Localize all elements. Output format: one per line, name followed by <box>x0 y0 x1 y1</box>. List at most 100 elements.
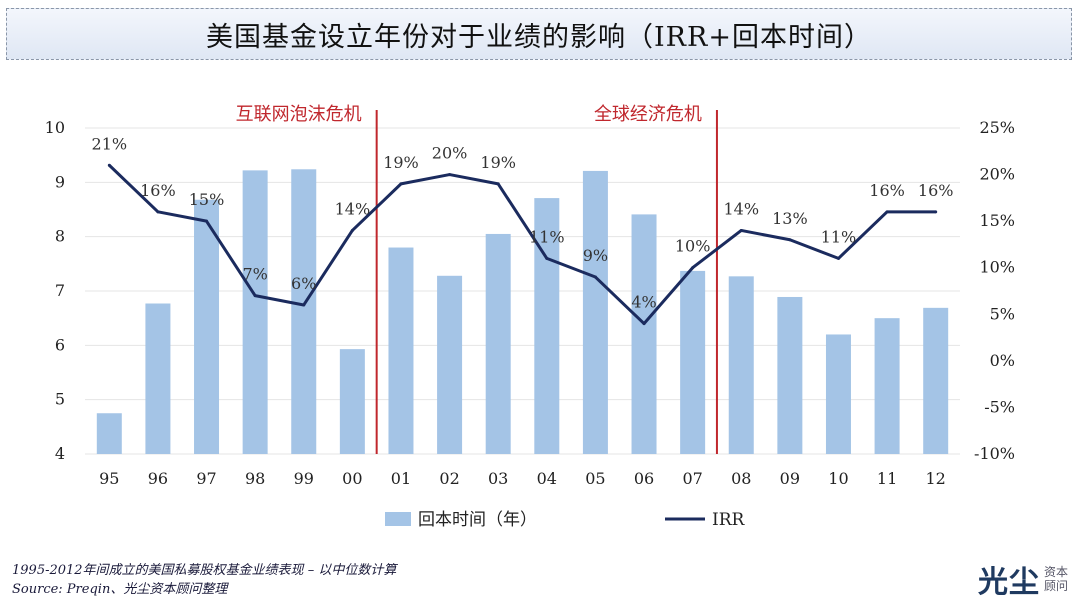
irr-data-label: 7% <box>242 265 267 284</box>
x-axis-tick: 00 <box>342 469 362 488</box>
combo-chart: 互联网泡沫危机 全球经济危机 21% 16% 15% 7% 6% 14% 19% 20% 19% 1… <box>45 104 1015 530</box>
line-layer <box>107 163 938 326</box>
irr-data-label: 16% <box>140 181 176 200</box>
x-axis-tick: 96 <box>148 469 168 488</box>
irr-point <box>642 322 646 326</box>
irr-point <box>448 173 452 177</box>
x-axis-tick: 06 <box>634 469 654 488</box>
legend-bar-swatch <box>385 512 411 526</box>
bar <box>631 214 657 454</box>
x-axis-tick: 07 <box>682 469 702 488</box>
left-axis-tick: 9 <box>55 172 65 191</box>
bar <box>437 275 463 454</box>
bar <box>485 233 511 454</box>
irr-data-label: 9% <box>583 246 608 265</box>
irr-data-label: 14% <box>723 199 759 218</box>
irr-data-label: 15% <box>189 190 225 209</box>
x-axis-tick: 95 <box>99 469 119 488</box>
legend-line-label: IRR <box>712 510 746 530</box>
left-axis-tick: 4 <box>55 444 65 463</box>
x-axis-tick: 98 <box>245 469 265 488</box>
irr-data-label: 16% <box>869 181 905 200</box>
bar <box>728 276 754 454</box>
irr-point <box>107 163 111 167</box>
bar <box>777 296 803 454</box>
irr-data-label: 6% <box>291 274 316 293</box>
right-axis-tick: -10% <box>974 444 1015 463</box>
x-axis-tick: 10 <box>828 469 848 488</box>
irr-point <box>691 266 695 270</box>
irr-point <box>496 182 500 186</box>
bar <box>534 198 560 454</box>
legend-bar-label: 回本时间（年） <box>418 510 537 530</box>
irr-point <box>885 210 889 214</box>
brand-logo: 光尘 资本 顾问 <box>978 557 1068 601</box>
grid-layer <box>85 127 960 455</box>
logo-sub-line2: 顾问 <box>1043 579 1068 593</box>
irr-data-label: 19% <box>480 153 516 172</box>
irr-data-label: 11% <box>529 227 565 246</box>
left-axis-tick: 5 <box>55 390 65 409</box>
right-axis-tick: 20% <box>979 165 1015 184</box>
bar <box>291 169 317 454</box>
bar <box>96 413 122 454</box>
x-axis-tick: 99 <box>294 469 314 488</box>
x-axis-tick: 11 <box>877 469 897 488</box>
title-banner: 美国基金设立年份对于业绩的影响（IRR+回本时间） <box>6 8 1072 60</box>
footer-note: 1995-2012年间成立的美国私募股权基金业绩表现 – 以中位数计算 <box>12 563 397 578</box>
irr-data-label: 19% <box>383 153 419 172</box>
logo-sub-text: 资本 顾问 <box>1044 565 1068 593</box>
irr-point <box>739 228 743 232</box>
bar <box>923 307 949 454</box>
irr-point <box>593 275 597 279</box>
logo-main-text: 光尘 <box>977 565 1040 600</box>
irr-point <box>836 256 840 260</box>
irr-line <box>108 164 936 326</box>
bar <box>874 318 900 454</box>
legend-layer: 回本时间（年） IRR <box>385 510 746 530</box>
labels-layer: 21% 16% 15% 7% 6% 14% 19% 20% 19% 11% 9% 4% 10% 14% 13… <box>92 134 954 311</box>
dividers-layer: 互联网泡沫危机 全球经济危机 <box>236 104 718 454</box>
irr-point <box>156 210 160 214</box>
x-axis-tick: 05 <box>585 469 605 488</box>
crisis-annotation: 互联网泡沫危机 <box>236 104 362 125</box>
irr-data-label: 20% <box>432 144 468 163</box>
bar <box>582 170 608 454</box>
x-axis-tick: 12 <box>926 469 946 488</box>
irr-point <box>545 256 549 260</box>
irr-point <box>253 294 257 298</box>
x-axis-tick: 97 <box>196 469 216 488</box>
irr-point <box>399 182 403 186</box>
irr-data-label: 14% <box>335 199 371 218</box>
x-axis-tick: 08 <box>731 469 751 488</box>
irr-point <box>934 210 938 214</box>
right-axis-tick: 25% <box>979 118 1015 137</box>
irr-data-label: 4% <box>631 293 656 312</box>
page-title: 美国基金设立年份对于业绩的影响（IRR+回本时间） <box>206 21 872 53</box>
x-axis-tick: 01 <box>391 469 411 488</box>
right-axis-tick: -5% <box>984 397 1015 416</box>
irr-data-label: 13% <box>772 209 808 228</box>
x-axis-tick: 03 <box>488 469 508 488</box>
irr-point <box>788 238 792 242</box>
irr-data-label: 11% <box>821 227 857 246</box>
irr-data-label: 10% <box>675 237 711 256</box>
x-axis-tick: 04 <box>537 469 557 488</box>
right-axis-tick: 10% <box>979 258 1015 277</box>
footer-source: Source: Preqin、光尘资本顾问整理 <box>12 582 228 597</box>
logo-sub-line1: 资本 <box>1043 565 1068 579</box>
bar <box>339 349 365 454</box>
irr-point <box>302 303 306 307</box>
bars-layer <box>96 169 949 454</box>
crisis-annotation: 全球经济危机 <box>594 104 702 125</box>
left-axis-tick: 10 <box>45 118 65 137</box>
right-axis-tick: 0% <box>990 351 1015 370</box>
irr-point <box>350 228 354 232</box>
bar <box>145 303 171 454</box>
bar <box>242 170 268 454</box>
x-axis-tick: 09 <box>780 469 800 488</box>
bar <box>388 247 414 454</box>
bar <box>194 199 220 454</box>
bar <box>825 334 851 454</box>
